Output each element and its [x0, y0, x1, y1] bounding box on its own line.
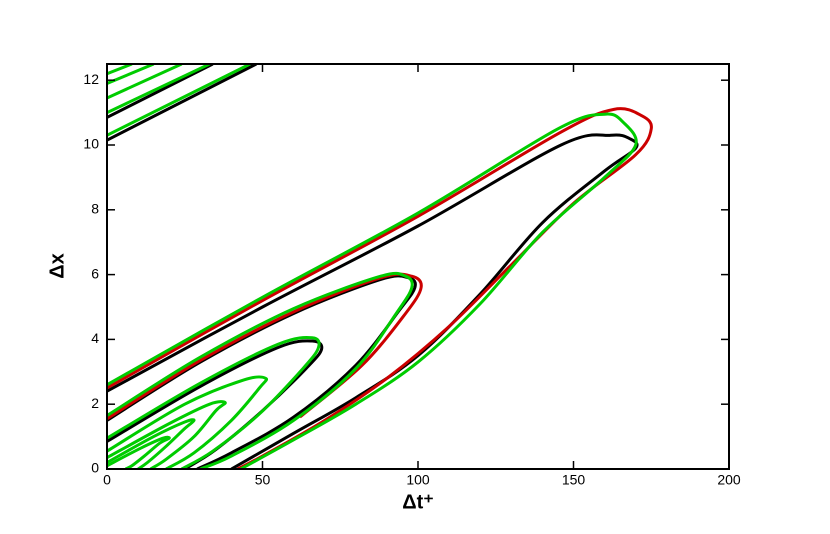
x-tick-label: 0: [103, 472, 111, 488]
contour-line: [107, 64, 211, 114]
y-tick-label: 4: [91, 330, 99, 346]
contour-line: [107, 400, 227, 469]
contour-line: [107, 435, 171, 469]
y-tick-label: 10: [83, 136, 99, 152]
contour-line: [107, 107, 653, 469]
y-tick-label: 6: [91, 265, 99, 281]
contour-line: [107, 64, 183, 100]
contour-line: [107, 133, 639, 469]
contour-line: [107, 271, 414, 469]
contour-line: [107, 375, 269, 469]
contour-line: [107, 272, 423, 421]
contour-line: [107, 64, 257, 142]
y-axis-label: Δx: [46, 253, 68, 279]
y-tick-label: 0: [91, 460, 99, 476]
contour-line: [107, 336, 321, 469]
contour-line: [107, 112, 638, 469]
y-tick-label: 8: [91, 201, 99, 217]
contour-line: [107, 64, 251, 137]
x-tick-label: 100: [406, 472, 430, 488]
contour-line: [107, 64, 214, 119]
x-tick-label: 50: [255, 472, 271, 488]
contour-line: [107, 64, 133, 76]
contour-line: [107, 418, 196, 469]
y-tick-label: 12: [83, 71, 99, 87]
x-axis-label: Δt⁺: [402, 491, 434, 513]
contours: [107, 64, 653, 469]
y-tick-label: 2: [91, 395, 99, 411]
x-tick-label: 200: [717, 472, 741, 488]
x-tick-label: 150: [562, 472, 586, 488]
